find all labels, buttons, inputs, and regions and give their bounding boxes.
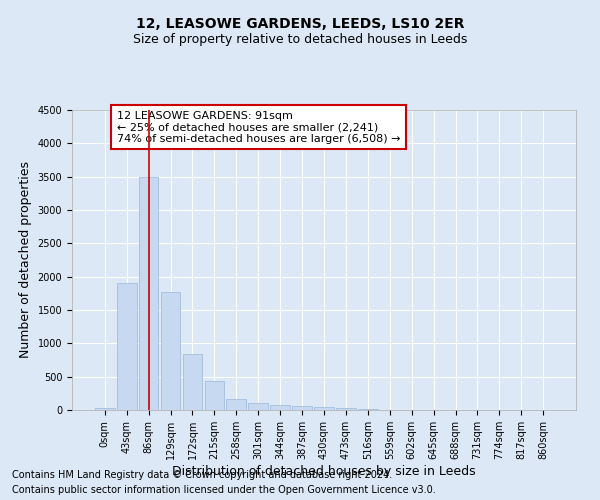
Text: Size of property relative to detached houses in Leeds: Size of property relative to detached ho…	[133, 32, 467, 46]
Bar	[182, 354, 202, 410]
Text: Contains public sector information licensed under the Open Government Licence v3: Contains public sector information licen…	[12, 485, 436, 495]
Bar	[139, 176, 158, 410]
Bar	[270, 405, 290, 410]
Bar	[336, 408, 356, 410]
Y-axis label: Number of detached properties: Number of detached properties	[19, 162, 32, 358]
Bar	[117, 284, 137, 410]
Bar	[248, 402, 268, 410]
Text: 12, LEASOWE GARDENS, LEEDS, LS10 2ER: 12, LEASOWE GARDENS, LEEDS, LS10 2ER	[136, 18, 464, 32]
Bar	[205, 380, 224, 410]
X-axis label: Distribution of detached houses by size in Leeds: Distribution of detached houses by size …	[172, 464, 476, 477]
Text: 12 LEASOWE GARDENS: 91sqm
← 25% of detached houses are smaller (2,241)
74% of se: 12 LEASOWE GARDENS: 91sqm ← 25% of detac…	[117, 110, 400, 144]
Bar	[292, 406, 312, 410]
Bar	[161, 292, 181, 410]
Bar	[226, 398, 246, 410]
Bar	[314, 408, 334, 410]
Bar	[95, 408, 115, 410]
Text: Contains HM Land Registry data © Crown copyright and database right 2024.: Contains HM Land Registry data © Crown c…	[12, 470, 392, 480]
